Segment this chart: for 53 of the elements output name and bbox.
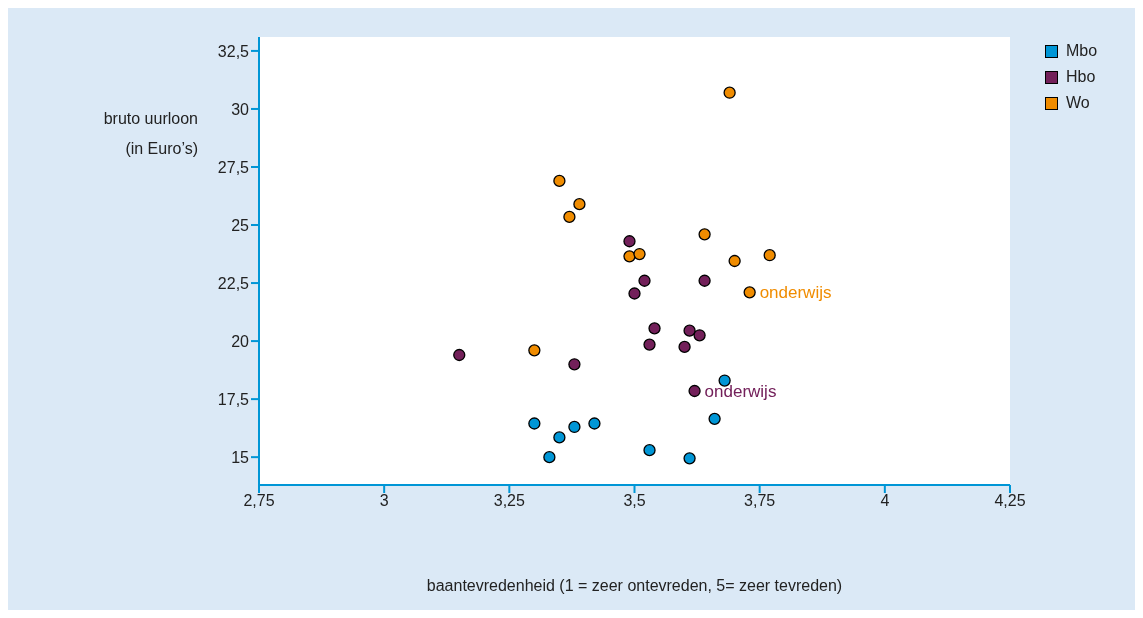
point [588, 417, 601, 430]
y-tick-label: 30 [231, 100, 250, 118]
y-tick-label: 20 [231, 332, 250, 350]
x-tick-label: 2,75 [243, 492, 275, 510]
x-tick-label: 3 [379, 492, 389, 510]
legend-label: Wo [1066, 94, 1090, 112]
annotation: onderwijs [759, 283, 832, 303]
legend-label: Mbo [1066, 42, 1098, 60]
x-tick-label: 4,25 [994, 492, 1026, 510]
x-axis-title: baantevredenheid (1 = zeer ontevreden, 5= zeer tevreden) [425, 577, 844, 595]
x-tick-label: 3,75 [744, 492, 776, 510]
y-tick-label: 27,5 [217, 158, 250, 176]
point [723, 86, 736, 99]
point [693, 329, 706, 342]
point [563, 210, 576, 224]
point [568, 358, 581, 371]
y-tick-label: 15 [231, 448, 250, 466]
point [628, 287, 641, 300]
point [708, 412, 721, 425]
point [678, 340, 691, 354]
point [763, 249, 776, 262]
point [648, 322, 661, 335]
y-tick-label: 32,5 [217, 42, 250, 60]
point [528, 417, 541, 430]
point [688, 384, 701, 398]
point [683, 324, 696, 337]
x-tick-label: 3,5 [623, 492, 646, 510]
point [568, 420, 581, 434]
y-tick-label: 22,5 [217, 274, 250, 292]
y-tick-label: 17,5 [217, 390, 250, 408]
point [728, 254, 741, 268]
y-axis-title: bruto uurloon (in Euro’s) [102, 109, 198, 159]
point [543, 451, 556, 464]
x-tick-label: 4 [880, 492, 890, 510]
annotation: onderwijs [704, 382, 777, 402]
point [743, 286, 756, 299]
point [643, 444, 656, 457]
point [633, 247, 646, 261]
point [683, 452, 696, 465]
y-tick-label: 25 [231, 216, 250, 234]
point [553, 431, 566, 444]
x-tick-label: 3,25 [493, 492, 526, 510]
point [553, 174, 566, 188]
point [573, 197, 586, 211]
point [453, 348, 466, 362]
point [698, 228, 711, 241]
point [623, 235, 636, 248]
point [643, 338, 656, 351]
point [638, 274, 651, 287]
point [623, 250, 636, 263]
legend-label: Hbo [1066, 68, 1096, 86]
point [528, 344, 541, 357]
point [698, 274, 711, 287]
